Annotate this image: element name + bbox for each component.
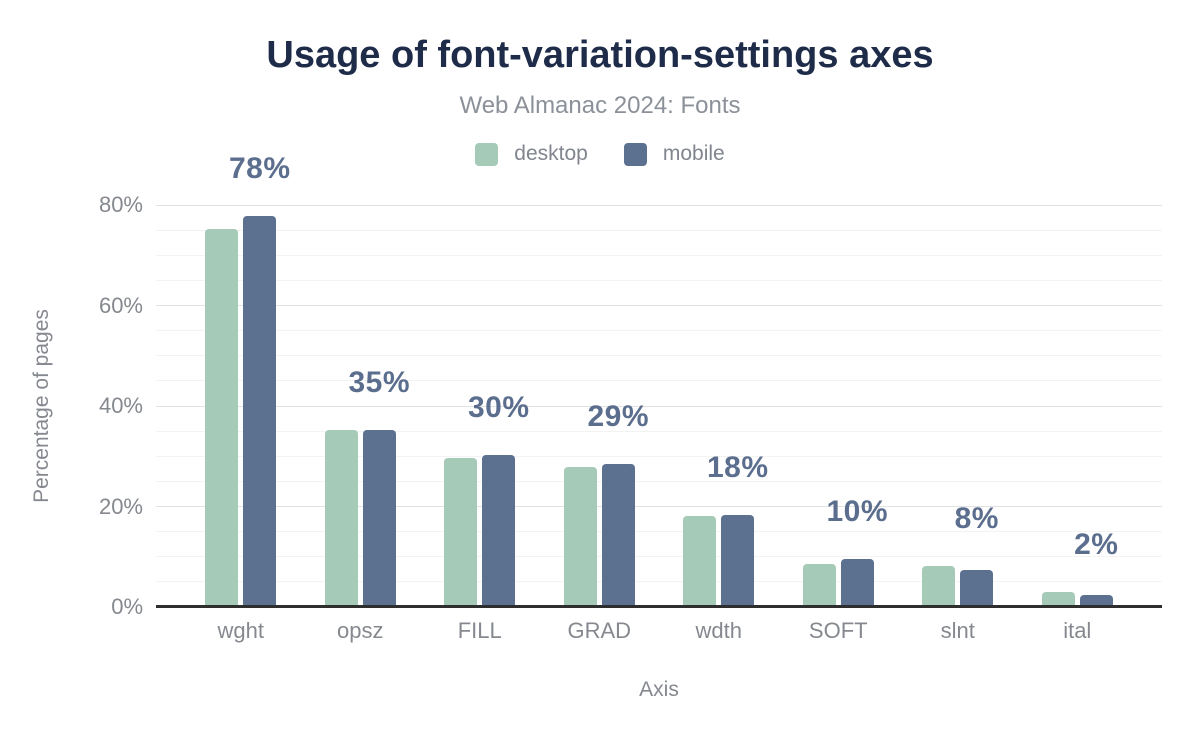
bar-value-label-wght: 78% [228,151,291,185]
gridline-80-major [156,204,1162,206]
gridline-75-minor [156,229,1162,231]
chart-subtitle: Web Almanac 2024: Fonts [459,92,741,119]
x-tick-opsz: opsz [337,618,384,643]
bar-mobile-opsz[interactable] [362,429,396,607]
bar-mobile-SOFT[interactable] [840,558,874,607]
x-tick-GRAD: GRAD [567,618,632,643]
bar-group-ital: 2% ital [1018,205,1138,643]
x-tick-SOFT: SOFT [808,618,868,643]
legend-swatch-desktop [475,142,499,166]
bar-mobile-slnt[interactable] [960,569,994,607]
legend-label-desktop: desktop [514,142,588,165]
bar-mobile-wdth[interactable] [721,515,755,607]
bar-group-slnt: 8% slnt [898,205,1018,643]
gridline-35-minor [156,430,1162,432]
legend-label-mobile: mobile [662,142,725,165]
bar-desktop-slnt[interactable] [922,565,956,607]
bar-desktop-wdth[interactable] [683,516,717,607]
bar-value-label-ital: 2% [1074,527,1119,561]
bar-mobile-ital[interactable] [1079,595,1113,607]
bar-group-FILL: 30% FILL [420,205,540,643]
bar-desktop-ital[interactable] [1041,591,1075,607]
gridline-30-minor [156,455,1162,457]
gridline-10-minor [156,556,1162,558]
gridline-50-minor [156,355,1162,357]
bar-value-label-SOFT: 10% [826,494,889,528]
y-axis-tick-labels: 0% 20% 40% 60% 80% [0,192,143,619]
bar-mobile-GRAD[interactable] [601,463,635,607]
bar-desktop-FILL[interactable] [444,457,478,607]
gridline-55-minor [156,330,1162,332]
legend-swatch-mobile [623,142,647,166]
legend-item-desktop: desktop [475,142,588,166]
x-axis-line [156,605,1162,608]
x-tick-slnt: slnt [940,618,975,643]
x-tick-ital: ital [1063,618,1092,643]
x-tick-wdth: wdth [695,618,742,643]
gridline-40-major [156,405,1162,407]
bar-group-GRAD: 29% GRAD [540,205,660,643]
bar-value-label-slnt: 8% [954,501,999,535]
x-tick-wght: wght [217,618,264,643]
plot-area: 78% wght 35% opsz 30% FILL 29% GRAD 18% wdth 10% SO… [156,152,1162,643]
bar-mobile-FILL[interactable] [482,455,516,607]
gridline-65-minor [156,279,1162,281]
bar-group-opsz: 35% opsz [301,205,421,643]
y-tick-40: 40% [98,393,143,418]
legend: desktop mobile [0,142,1200,166]
gridline-60-major [156,305,1162,306]
bar-group-wght: 78% wght [181,152,301,643]
gridline-70-minor [156,254,1162,256]
gridline-45-minor [156,380,1162,382]
legend-item-mobile: mobile [623,142,725,166]
bar-mobile-wght[interactable] [243,215,277,607]
bar-value-label-wdth: 18% [706,451,769,485]
bar-value-label-GRAD: 29% [587,399,650,433]
bar-value-label-opsz: 35% [348,365,411,399]
gridline-20-major [156,506,1162,507]
x-tick-FILL: FILL [457,618,502,643]
y-tick-0: 0% [111,594,143,619]
gridline-15-minor [156,531,1162,533]
bar-desktop-wght[interactable] [205,228,239,607]
gridline-25-minor [156,480,1162,482]
bar-desktop-GRAD[interactable] [563,467,597,607]
gridline-5-minor [156,581,1162,583]
bar-desktop-opsz[interactable] [324,430,358,607]
y-tick-20: 20% [98,493,143,519]
bar-desktop-SOFT[interactable] [802,563,836,607]
bar-value-label-FILL: 30% [467,391,530,425]
chart-title: Usage of font-variation-settings axes [266,34,934,76]
y-tick-60: 60% [98,292,143,318]
y-tick-80: 80% [98,192,143,217]
x-axis-title: Axis [639,678,679,701]
bar-group-wdth: 18% wdth [659,205,779,643]
bar-group-SOFT: 10% SOFT [779,205,899,643]
